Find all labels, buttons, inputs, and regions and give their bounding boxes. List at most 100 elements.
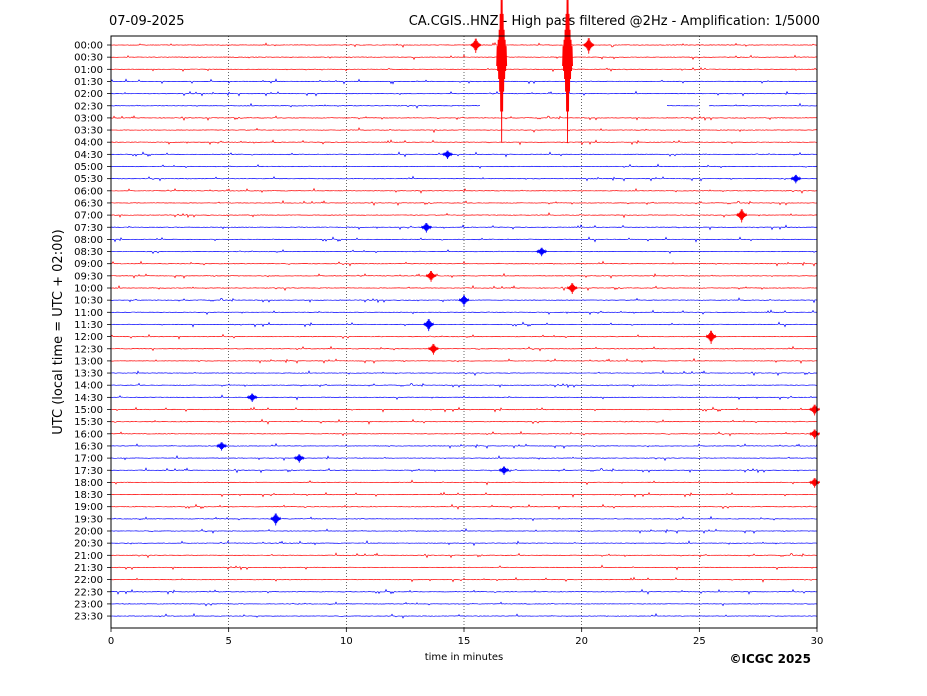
row-label-1030: 10:30 [74, 296, 103, 307]
trace-row-2130 [110, 564, 818, 571]
event-0030-3 [562, 0, 573, 143]
trace-row-2230 [110, 588, 818, 595]
event-0700-6 [736, 209, 748, 223]
event-1200-13 [705, 330, 717, 344]
x-tick-label-20: 20 [575, 636, 588, 647]
trace-row-0630 [110, 199, 818, 206]
trace-row-0800 [110, 236, 818, 243]
event-1730-20 [498, 466, 510, 475]
row-label-1800: 18:00 [74, 478, 103, 489]
trace-row-0200 [110, 90, 818, 97]
copyright-label: ©ICGC 2025 [729, 652, 811, 666]
trace-row-1130 [110, 321, 818, 328]
trace-row-1530 [110, 418, 818, 425]
date-label: 07-09-2025 [109, 14, 185, 29]
trace-row-0100 [110, 67, 818, 73]
row-label-0700: 07:00 [74, 211, 103, 222]
row-label-2030: 20:30 [74, 539, 103, 550]
row-label-0300: 03:00 [74, 113, 103, 124]
event-0730-7 [420, 222, 432, 233]
trace-row-0930 [110, 272, 818, 279]
trace-row-0130 [110, 78, 818, 85]
event-0830-8 [536, 247, 548, 257]
row-label-0530: 05:30 [74, 174, 103, 185]
event-0030-2 [496, 0, 508, 143]
trace-row-1700 [110, 455, 818, 462]
row-label-0200: 02:00 [74, 89, 103, 100]
trace-row-0030 [110, 54, 818, 61]
chart-title: CA.CGIS..HNZ - High pass filtered @2Hz -… [409, 14, 820, 29]
trace-row-2000 [110, 527, 818, 534]
trace-row-2300 [110, 601, 818, 607]
trace-row-2030 [110, 540, 818, 547]
x-tick-label-0: 0 [108, 636, 114, 647]
x-tick-label-5: 5 [225, 636, 231, 647]
trace-row-2330 [110, 613, 818, 619]
trace-row-0300 [110, 115, 818, 121]
trace-row-0430 [110, 151, 818, 158]
trace-row-0400 [110, 139, 818, 146]
trace-row-1400 [110, 382, 818, 389]
event-1430-15 [246, 393, 258, 403]
trace-row-1430 [110, 394, 818, 401]
event-1030-11 [458, 295, 470, 307]
event-0530-5 [790, 174, 802, 184]
trace-row-1500 [110, 406, 818, 413]
trace-row-2100 [110, 552, 818, 559]
vertical-grid [228, 36, 700, 628]
row-label-1230: 12:30 [74, 344, 103, 355]
row-label-1630: 16:30 [74, 441, 103, 452]
trace-row-1630 [110, 442, 818, 449]
trace-row-0830 [110, 249, 818, 255]
event-1930-22 [270, 513, 282, 526]
row-label-0500: 05:00 [74, 162, 103, 173]
row-label-1700: 17:00 [74, 454, 103, 465]
row-label-0600: 06:00 [74, 186, 103, 197]
x-tick-label-30: 30 [811, 636, 824, 647]
row-label-1930: 19:30 [74, 514, 103, 525]
row-label-2300: 23:00 [74, 599, 103, 610]
event-1600-17 [809, 429, 821, 440]
row-label-0800: 08:00 [74, 235, 103, 246]
row-label-1830: 18:30 [74, 490, 103, 501]
trace-row-1800 [110, 479, 818, 486]
row-label-0330: 03:30 [74, 126, 103, 137]
trace-row-1300 [110, 357, 818, 364]
row-label-0030: 00:30 [74, 53, 103, 64]
row-label-0830: 08:30 [74, 247, 103, 258]
trace-row-2200 [110, 576, 818, 583]
event-0930-9 [425, 271, 437, 282]
trace-row-0230 [110, 102, 818, 109]
row-label-2100: 21:00 [74, 551, 103, 562]
row-label-0130: 01:30 [74, 77, 103, 88]
event-1800-21 [809, 478, 821, 488]
row-label-2000: 20:00 [74, 527, 103, 538]
event-0000-0 [470, 38, 482, 54]
row-label-1600: 16:00 [74, 429, 103, 440]
row-label-2330: 23:30 [74, 612, 103, 623]
y-axis-label: UTC (local time = UTC + 02:00) [51, 229, 66, 434]
trace-row-0530 [110, 175, 818, 182]
trace-row-1230 [110, 345, 818, 352]
trace-row-0000 [110, 41, 818, 48]
trace-row-1900 [111, 503, 818, 510]
trace-row-1330 [110, 370, 818, 377]
row-label-2230: 22:30 [74, 587, 103, 598]
trace-row-1000 [110, 285, 818, 291]
row-label-1130: 11:30 [74, 320, 103, 331]
row-label-0400: 04:00 [74, 138, 103, 149]
trace-row-1830 [110, 491, 818, 498]
x-tick-label-10: 10 [340, 636, 353, 647]
trace-row-1730 [110, 467, 818, 474]
event-0000-1 [583, 38, 595, 54]
event-1630-18 [216, 442, 227, 451]
seismic-traces [110, 41, 818, 619]
event-1700-19 [293, 454, 305, 463]
row-label-1200: 12:00 [74, 332, 103, 343]
trace-row-0330 [110, 127, 818, 134]
trace-row-1100 [110, 309, 818, 316]
x-axis-ticks: 0 5 10 15 20 25 30 [108, 628, 824, 647]
row-label-1500: 15:00 [74, 405, 103, 416]
